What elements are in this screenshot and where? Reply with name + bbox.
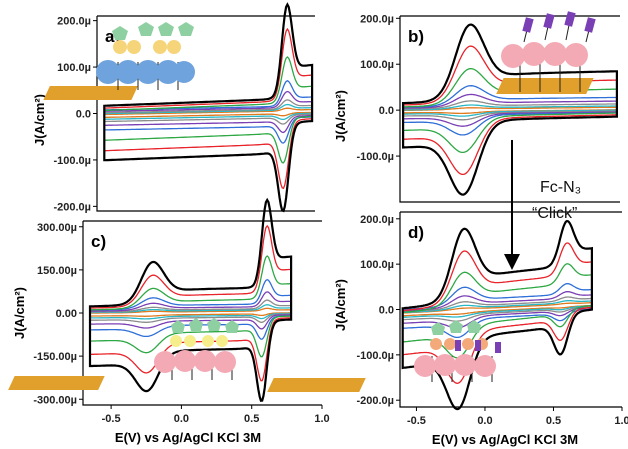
y-tick-label-c: 150.00µ [37, 265, 77, 277]
y-tick-label-a: 200.0µ [57, 16, 91, 28]
sphere-molecule-icon [501, 11, 596, 92]
sphere-molecule-icon [96, 40, 195, 90]
y-tick-label-d: -200.0µ [356, 395, 394, 407]
x-tick-label-c: 1.0 [314, 413, 329, 425]
y-axis-label-c: J(A/cm²) [12, 287, 27, 339]
x-tick-label-d: -0.5 [407, 415, 426, 427]
x-tick-label-d: 0.5 [546, 415, 561, 427]
x-axis-label-d: E(V) vs Ag/AgCl KCl 3M [432, 432, 578, 447]
electrode-surface-icon [8, 376, 105, 390]
schematic-b [496, 11, 596, 94]
y-tick-label-b: 0.0 [379, 105, 394, 117]
schematic-c [8, 318, 239, 390]
y-tick-label-b: 100.0µ [360, 59, 394, 71]
schematic-d [267, 320, 501, 392]
y-tick-label-c: -300.00µ [33, 394, 77, 406]
panels-group: 200.0µ100.0µ0.0-100.0µ-200.0µa)200.0µ100… [33, 2, 628, 427]
y-tick-label-d: 100.0µ [360, 259, 394, 271]
panel-c: 300.00µ 150.00µ 0.00 -150.00µ -300.00µ -0.5 0.… [33, 197, 330, 425]
annotation-fc-n3: Fc-N₃ [540, 179, 581, 196]
axes-frame-b [399, 16, 620, 203]
sphere-molecule-icon [414, 338, 501, 382]
y-tick-label-d: -100.0µ [356, 350, 394, 362]
x-tick-label-c: 0.0 [174, 413, 189, 425]
axes-frame-c [82, 221, 322, 406]
electrode-surface-icon [43, 86, 138, 100]
y-tick-label-c: -150.00µ [33, 351, 77, 363]
electrode-surface-icon [267, 378, 366, 392]
y-tick-label-a: -100.0µ [53, 155, 91, 167]
panel-label-d: d) [408, 223, 424, 242]
y-axis-label-a: J(A/cm²) [32, 94, 47, 146]
y-axis-label-b: J(A/cm²) [333, 90, 348, 142]
x-tick-label-c: 0.5 [244, 413, 259, 425]
x-tick-label-c: -0.5 [102, 413, 121, 425]
x-tick-label-d: 1.0 [614, 415, 628, 427]
pentagon-molecule-icon [431, 320, 481, 335]
electrode-surface-icon [496, 78, 594, 94]
x-axis-label-c: E(V) vs Ag/AgCl KCl 3M [115, 430, 261, 445]
y-tick-label-d: 200.0µ [360, 214, 394, 226]
schematic-a [43, 22, 195, 100]
sphere-molecule-icon [154, 335, 236, 380]
y-tick-label-b: 200.0µ [360, 13, 394, 25]
cv-curve-b-1 [402, 23, 618, 196]
y-tick-label-a: -200.0µ [53, 201, 91, 213]
y-tick-label-b: -100.0µ [356, 151, 394, 163]
y-tick-label-a: 0.0 [76, 109, 91, 121]
y-axis-label-d: J(A/cm²) [333, 279, 348, 331]
y-tick-label-c: 300.00µ [37, 222, 77, 234]
x-tick-label-d: 0.0 [477, 415, 492, 427]
panel-b: 200.0µ 100.0µ 0.0 -100.0µ b) [356, 13, 620, 203]
pentagon-molecule-icon [112, 22, 194, 40]
pentagon-molecule-icon [171, 318, 239, 333]
cv-curve-d-1 [401, 219, 593, 411]
y-tick-label-a: 100.0µ [57, 62, 91, 74]
annotation-click: “Click” [532, 205, 577, 222]
axes-frame-d [399, 212, 622, 408]
axes-frame-a [96, 16, 315, 212]
panel-d: 200.0µ 100.0µ 0.0 -100.0µ -200.0µ -0.5 0.0 0.5 1… [356, 211, 628, 427]
y-tick-label-c: 0.00 [56, 308, 77, 320]
panel-label-c: c) [91, 232, 106, 251]
cv-curve-c-1 [88, 197, 293, 402]
cv-curve-a-1 [103, 2, 314, 213]
panel-label-b: b) [408, 27, 424, 46]
y-tick-label-d: 0.0 [379, 305, 394, 317]
